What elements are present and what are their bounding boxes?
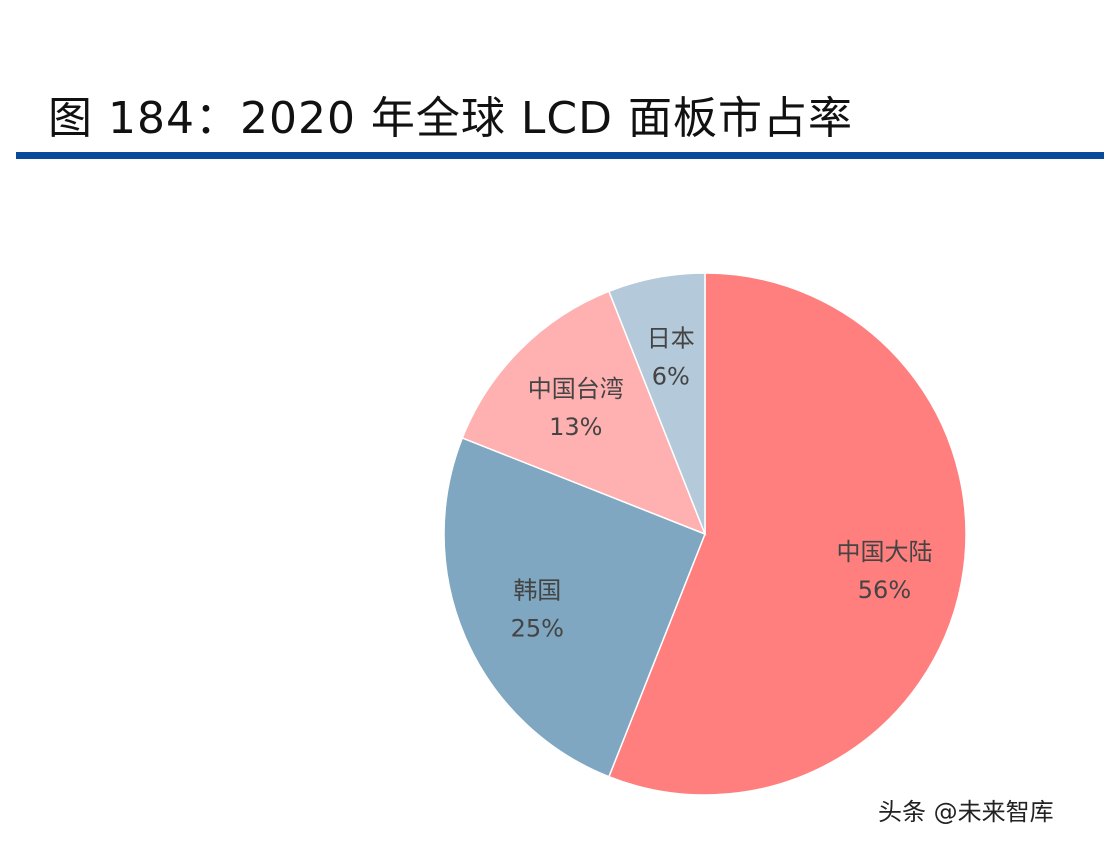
slice-percent: 56% bbox=[858, 576, 911, 604]
pie-slice bbox=[443, 436, 706, 778]
slice-percent: 6% bbox=[652, 363, 690, 391]
slice-label: 中国台湾 bbox=[528, 375, 624, 403]
slice-percent: 13% bbox=[549, 413, 602, 441]
figure-title: 图 184：2020 年全球 LCD 面板市占率 bbox=[48, 93, 854, 144]
pie-slice bbox=[461, 290, 707, 536]
title-divider bbox=[16, 152, 1104, 159]
watermark: 头条 @未来智库 bbox=[878, 798, 1054, 826]
pie-slice bbox=[607, 272, 967, 796]
pie-slice bbox=[607, 272, 706, 535]
slice-label: 韩国 bbox=[513, 577, 561, 605]
slice-label: 日本 bbox=[647, 325, 695, 353]
slice-percent: 25% bbox=[511, 615, 564, 643]
slice-label: 中国大陆 bbox=[836, 538, 932, 566]
